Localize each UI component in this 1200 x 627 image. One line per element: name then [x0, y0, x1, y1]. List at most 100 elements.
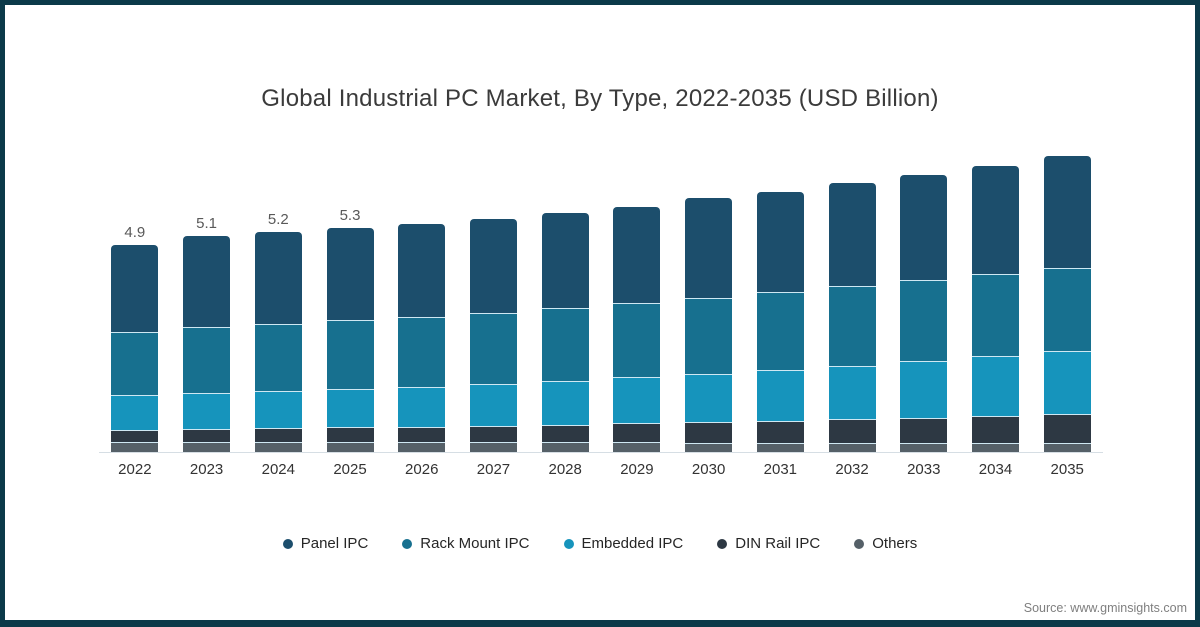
legend-label: Rack Mount IPC — [420, 535, 530, 552]
bar-segment-embedded-ipc — [685, 374, 733, 423]
stacked-bar — [900, 174, 948, 452]
legend: Panel IPC Rack Mount IPC Embedded IPC DIN R… — [5, 535, 1195, 552]
bar-segment-panel-ipc — [541, 213, 589, 309]
x-axis-label: 2032 — [835, 461, 869, 478]
bar-segment-rack-mount-ipc — [1043, 268, 1091, 352]
legend-label: DIN Rail IPC — [735, 535, 821, 552]
legend-dot-icon — [717, 538, 728, 549]
stacked-bar — [183, 236, 231, 452]
stacked-bar — [613, 206, 661, 452]
x-axis-label: 2029 — [620, 461, 654, 478]
legend-label: Others — [872, 535, 918, 552]
bar-segment-din-rail-ipc — [828, 419, 876, 443]
bar-segment-others — [900, 443, 948, 452]
stacked-bar — [111, 244, 159, 452]
x-axis-label: 2026 — [405, 461, 439, 478]
bar-column — [1031, 145, 1103, 452]
bar-segment-din-rail-ipc — [1043, 413, 1091, 444]
bar-segment-others — [398, 442, 446, 452]
x-axis-label: 2031 — [763, 461, 798, 478]
bar-segment-din-rail-ipc — [183, 429, 231, 442]
x-axis-label: 2033 — [907, 461, 941, 478]
bar-segment-embedded-ipc — [828, 365, 876, 420]
bar-segment-embedded-ipc — [1043, 351, 1091, 414]
legend-item-others: Others — [854, 535, 917, 552]
bar-segment-rack-mount-ipc — [254, 323, 302, 391]
bar-segment-rack-mount-ipc — [398, 317, 446, 387]
bar-segment-others — [254, 441, 302, 452]
bar-total-label: 5.1 — [196, 215, 217, 233]
legend-item-embedded-ipc: Embedded IPC — [563, 535, 684, 552]
bar-segment-embedded-ipc — [254, 390, 302, 429]
bar-column: 5.1 — [171, 145, 243, 452]
x-axis-label: 2028 — [548, 461, 582, 478]
legend-dot-icon — [563, 538, 574, 549]
bar-segment-others — [183, 441, 231, 452]
bar-segment-rack-mount-ipc — [971, 274, 1019, 357]
legend-label: Embedded IPC — [581, 535, 684, 552]
stacked-bar — [398, 223, 446, 452]
bar-column — [601, 145, 673, 452]
source-attribution: Source: www.gminsights.com — [1023, 601, 1187, 615]
bar-segment-rack-mount-ipc — [469, 312, 517, 384]
bar-segment-din-rail-ipc — [541, 424, 589, 443]
legend-item-din-rail-ipc: DIN Rail IPC — [717, 535, 820, 552]
bar-segment-rack-mount-ipc — [326, 320, 374, 389]
stacked-bar — [541, 213, 589, 452]
bar-total-label: 4.9 — [124, 223, 146, 241]
bar-column: 4.9 — [99, 145, 171, 452]
bar-segment-panel-ipc — [685, 198, 733, 298]
bar-segment-panel-ipc — [398, 223, 446, 318]
stacked-bar — [1043, 155, 1091, 452]
stacked-bar — [254, 232, 302, 452]
x-axis-label: 2022 — [118, 461, 152, 478]
bar-segment-embedded-ipc — [111, 395, 159, 431]
bar-segment-others — [1043, 443, 1091, 452]
bar-segment-rack-mount-ipc — [828, 285, 876, 366]
bar-segment-others — [685, 442, 733, 452]
bar-column — [386, 145, 458, 452]
x-axis-label: 2023 — [189, 461, 224, 478]
bar-segment-panel-ipc — [756, 191, 804, 292]
bar-segment-rack-mount-ipc — [613, 302, 661, 378]
bar-segment-rack-mount-ipc — [111, 331, 159, 396]
bar-column — [744, 145, 816, 452]
bar-segment-rack-mount-ipc — [900, 280, 948, 362]
bar-segment-din-rail-ipc — [326, 427, 374, 442]
bar-segment-din-rail-ipc — [613, 423, 661, 443]
bar-segment-embedded-ipc — [469, 383, 517, 426]
bar-total-label: 5.3 — [339, 206, 361, 224]
bar-column — [673, 145, 745, 452]
bar-segment-others — [111, 441, 159, 452]
bar-segment-panel-ipc — [254, 232, 302, 324]
stacked-bar — [756, 191, 804, 452]
bar-segment-din-rail-ipc — [756, 420, 804, 443]
bar-segment-others — [541, 442, 589, 452]
x-axis-label: 2027 — [476, 461, 511, 478]
legend-item-panel-ipc: Panel IPC — [282, 535, 369, 552]
bar-segment-others — [971, 443, 1019, 452]
stacked-bar — [326, 227, 374, 452]
bar-segment-rack-mount-ipc — [756, 291, 804, 370]
bar-segment-embedded-ipc — [613, 377, 661, 424]
x-axis-label: 2030 — [691, 461, 726, 478]
bar-segment-embedded-ipc — [183, 392, 231, 430]
bar-segment-panel-ipc — [900, 174, 948, 281]
bar-segment-din-rail-ipc — [469, 425, 517, 443]
bar-column: 5.3 — [314, 145, 386, 452]
bar-segment-din-rail-ipc — [900, 417, 948, 444]
bar-column — [458, 145, 530, 452]
bar-segment-panel-ipc — [971, 166, 1019, 275]
bar-column — [529, 145, 601, 452]
bar-column — [888, 145, 960, 452]
chart-title: Global Industrial PC Market, By Type, 20… — [261, 85, 939, 112]
bar-segment-panel-ipc — [1043, 155, 1091, 269]
bar-segment-rack-mount-ipc — [685, 297, 733, 375]
legend-label: Panel IPC — [300, 535, 369, 552]
bar-segment-din-rail-ipc — [254, 428, 302, 442]
x-axis: 2022 2023 2024 2025 2026 2027 2028 2029 2030 2031… — [99, 461, 1103, 478]
bar-segment-din-rail-ipc — [111, 430, 159, 442]
bar-segment-panel-ipc — [613, 206, 661, 303]
bar-segment-embedded-ipc — [541, 380, 589, 425]
